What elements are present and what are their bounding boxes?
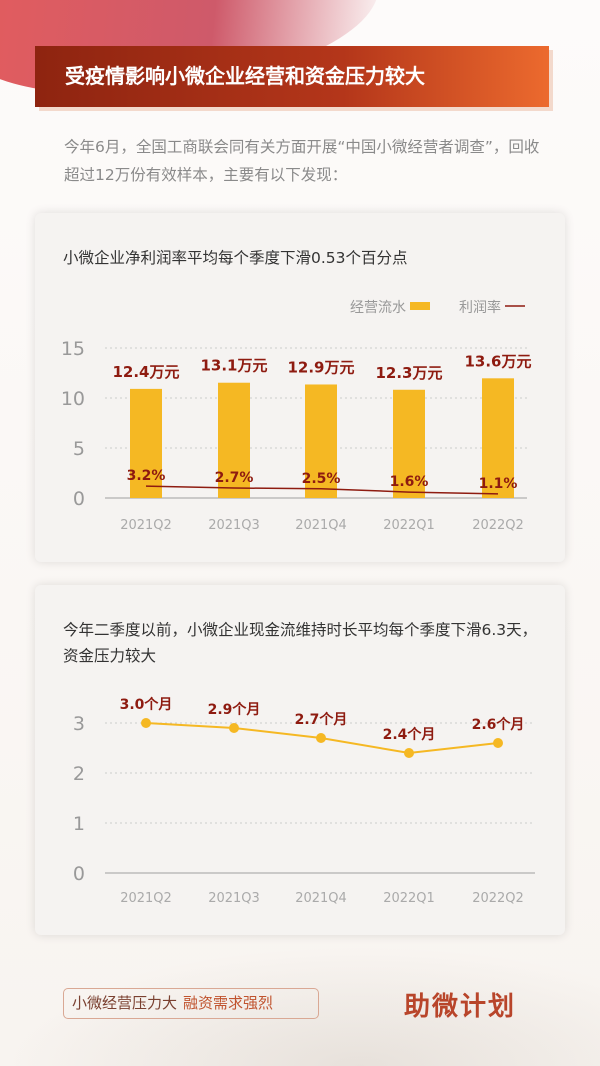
point-data-label: 2.9个月 <box>208 701 261 718</box>
footer-tag-a: 小微经营压力大 <box>72 994 178 1012</box>
bar-data-label: 12.3万元 <box>375 364 442 382</box>
bar-data-label: 12.9万元 <box>287 358 354 376</box>
chart-1: 0 5 10 15 经营流水 利润率 12.4万元 2021Q2 13.1万元 2021Q3 12.… <box>61 299 532 533</box>
y-tick-label: 3 <box>73 713 85 735</box>
x-tick-label: 2022Q2 <box>472 518 524 533</box>
point-data-label: 2.4个月 <box>383 726 436 743</box>
bar <box>218 382 250 498</box>
y-tick-label: 5 <box>73 438 85 460</box>
y-tick-label: 10 <box>61 388 85 410</box>
legend-swatch-bar <box>410 302 430 310</box>
line-data-label: 1.6% <box>390 474 429 490</box>
bar <box>482 378 514 498</box>
bar <box>305 384 337 498</box>
page-title: 受疫情影响小微企业经营和资金压力较大 <box>35 46 549 107</box>
data-point <box>493 738 503 748</box>
line-data-label: 2.5% <box>302 471 341 487</box>
chart-card-2: 今年二季度以前，小微企业现金流维持时长平均每个季度下滑6.3天，资金压力较大 0… <box>35 585 565 935</box>
data-point <box>229 723 239 733</box>
x-tick-label: 2021Q2 <box>120 518 172 533</box>
intro-text: 今年6月，全国工商联会同有关方面开展“中国小微经营者调查”，回收超过12万份有效… <box>64 138 540 184</box>
data-point <box>316 733 326 743</box>
x-tick-label: 2021Q4 <box>295 891 347 906</box>
chart-2-title: 今年二季度以前，小微企业现金流维持时长平均每个季度下滑6.3天，资金压力较大 <box>63 621 538 665</box>
y-tick-label: 1 <box>73 813 85 835</box>
bar-data-label: 12.4万元 <box>112 363 179 381</box>
profit-rate-line <box>145 485 499 495</box>
data-point <box>404 748 414 758</box>
bar <box>393 389 425 498</box>
y-tick-label: 0 <box>73 863 85 885</box>
chart-card-1: 小微企业净利润率平均每个季度下滑0.53个百分点 0 5 10 15 经营流水 利润率 12… <box>35 213 565 562</box>
data-point <box>141 718 151 728</box>
footer-tag: 小微经营压力大 融资需求强烈 <box>63 988 319 1019</box>
bar <box>130 388 162 498</box>
logo: 助微计划 <box>404 992 517 1022</box>
bar-data-label: 13.1万元 <box>200 357 267 375</box>
footer-tag-b: 融资需求强烈 <box>183 994 274 1012</box>
point-data-label: 2.7个月 <box>295 711 348 728</box>
y-tick-label: 2 <box>73 763 85 785</box>
x-tick-label: 2021Q4 <box>295 518 347 533</box>
x-tick-label: 2021Q2 <box>120 891 172 906</box>
x-tick-label: 2022Q1 <box>383 891 435 906</box>
x-tick-label: 2021Q3 <box>208 518 260 533</box>
line-data-label: 3.2% <box>127 468 166 484</box>
point-data-label: 2.6个月 <box>472 716 525 733</box>
y-tick-label: 15 <box>61 338 85 360</box>
x-tick-label: 2021Q3 <box>208 891 260 906</box>
point-data-label: 3.0个月 <box>120 696 173 713</box>
line-data-label: 2.7% <box>215 470 254 486</box>
x-tick-label: 2022Q2 <box>472 891 524 906</box>
chart-1-title: 小微企业净利润率平均每个季度下滑0.53个百分点 <box>63 249 408 267</box>
great-wall-background <box>0 946 600 1066</box>
legend-label-line: 利润率 <box>459 299 501 316</box>
line-data-label: 1.1% <box>479 476 518 492</box>
bar-data-label: 13.6万元 <box>464 352 531 370</box>
chart-2: 0 1 2 3 3.0个月 2021Q2 2.9个月 2021Q3 2.7个月 2021Q4 2.4… <box>73 696 535 906</box>
legend-label-bar: 经营流水 <box>350 300 406 316</box>
y-tick-label: 0 <box>73 488 85 510</box>
x-tick-label: 2022Q1 <box>383 518 435 533</box>
